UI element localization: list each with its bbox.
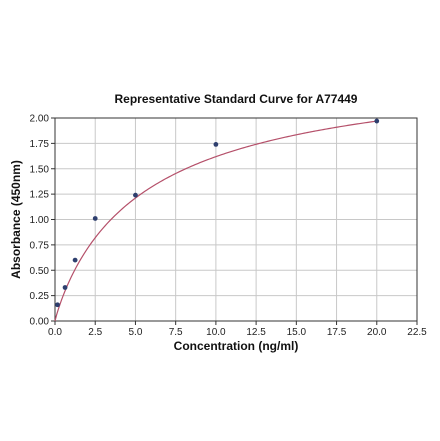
x-tick-label: 15.0 xyxy=(287,327,307,338)
x-tick-label: 5.0 xyxy=(128,327,142,338)
data-point xyxy=(72,257,78,263)
x-axis-label: Concentration (ng/ml) xyxy=(174,339,299,353)
y-tick-label: 0.75 xyxy=(30,240,50,251)
y-tick-label: 2.00 xyxy=(30,114,50,125)
x-tick-label: 10.0 xyxy=(206,327,226,338)
chart-title: Representative Standard Curve for A77449 xyxy=(115,92,358,106)
x-tick-label: 17.5 xyxy=(327,327,347,338)
grid xyxy=(54,117,418,322)
x-tick-label: 20.0 xyxy=(367,327,387,338)
x-tick-label: 2.5 xyxy=(88,327,102,338)
x-tick-label: 22.5 xyxy=(407,327,427,338)
y-axis: 0.00 0.25 0.50 0.75 1.00 1.25 1.50 1.75 2.00 xyxy=(30,114,55,328)
y-tick-label: 0.50 xyxy=(30,266,50,277)
x-tick-label: 7.5 xyxy=(169,327,183,338)
y-axis-label: Absorbance (450nm) xyxy=(9,160,23,279)
y-tick-label: 1.50 xyxy=(30,164,50,175)
x-tick-label: 12.5 xyxy=(246,327,266,338)
data-point xyxy=(62,285,68,290)
data-point xyxy=(374,118,380,124)
data-point xyxy=(55,302,60,308)
data-point xyxy=(133,192,138,198)
data-points xyxy=(55,118,380,308)
x-tick-label: 0.0 xyxy=(48,327,62,338)
y-tick-label: 1.25 xyxy=(30,190,50,201)
y-tick-label: 1.75 xyxy=(30,139,50,150)
y-tick-label: 0.00 xyxy=(30,317,50,328)
data-point xyxy=(213,141,219,147)
y-tick-label: 1.00 xyxy=(30,215,50,226)
data-point xyxy=(92,216,98,221)
x-axis: 0.0 2.5 5.0 7.5 10.0 12.5 15.0 17.5 20.0 22.5 xyxy=(48,321,427,338)
y-tick-label: 0.25 xyxy=(30,291,50,302)
fit-curve-line xyxy=(54,120,377,322)
